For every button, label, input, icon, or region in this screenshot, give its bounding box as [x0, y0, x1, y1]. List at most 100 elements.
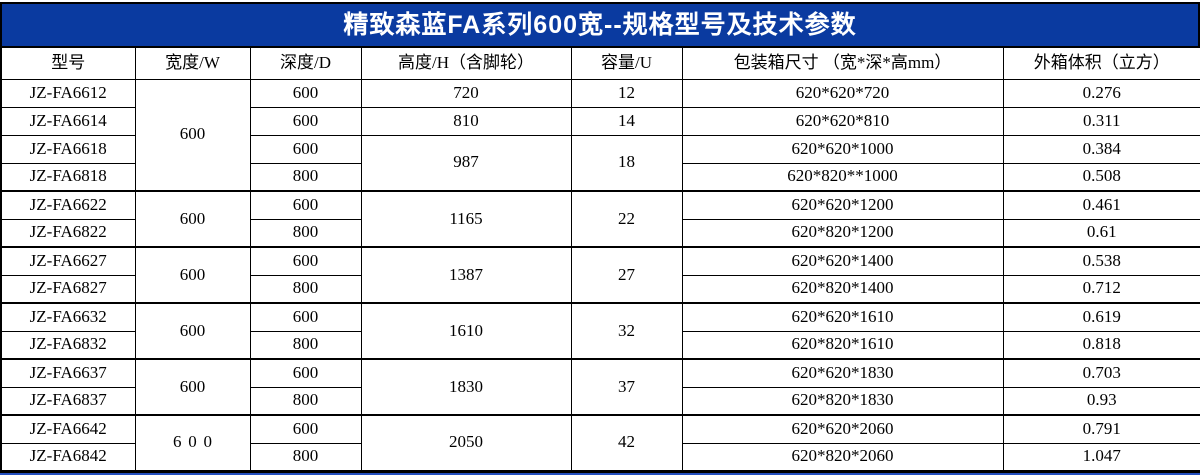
cell-model: JZ-FA6832	[0, 330, 136, 360]
cell-packing: 620*620*1610	[681, 302, 1004, 332]
cell-capacity: 14	[570, 106, 683, 136]
cell-depth: 600	[249, 78, 362, 108]
table-title-bar: 精致森蓝FA系列600宽--规格型号及技术参数	[0, 2, 1200, 46]
cell-height: 1610	[360, 302, 572, 360]
cell-depth: 600	[249, 302, 362, 332]
col-header-height: 高度/H（含脚轮）	[360, 46, 572, 80]
cell-height: 720	[360, 78, 572, 108]
cell-depth: 800	[249, 274, 362, 304]
cell-model: JZ-FA6822	[0, 218, 136, 248]
cell-capacity: 27	[570, 246, 683, 304]
cell-model: JZ-FA6632	[0, 302, 136, 332]
cell-capacity: 22	[570, 190, 683, 248]
cell-packing: 620*820*1200	[681, 218, 1004, 248]
cell-width: 600	[134, 78, 251, 192]
cell-height: 987	[360, 134, 572, 192]
cell-packing: 620*820*2060	[681, 442, 1004, 472]
cell-width: 600	[134, 414, 251, 472]
table-row: JZ-FA6822 800 620*820*1200 0.61	[0, 218, 1200, 248]
cell-capacity: 42	[570, 414, 683, 472]
col-header-depth: 深度/D	[249, 46, 362, 80]
cell-volume: 0.461	[1002, 190, 1200, 220]
cell-volume: 0.712	[1002, 274, 1200, 304]
cell-packing: 620*620*1200	[681, 190, 1004, 220]
cell-volume: 0.703	[1002, 358, 1200, 388]
cell-capacity: 12	[570, 78, 683, 108]
table-row: JZ-FA6837 800 620*820*1830 0.93	[0, 386, 1200, 416]
table-row: JZ-FA6832 800 620*820*1610 0.818	[0, 330, 1200, 360]
page-title: 精致森蓝FA系列600宽--规格型号及技术参数	[343, 10, 857, 39]
cell-volume: 0.384	[1002, 134, 1200, 164]
cell-depth: 600	[249, 246, 362, 276]
cell-model: JZ-FA6818	[0, 162, 136, 192]
cell-width: 600	[134, 246, 251, 304]
cell-volume: 0.791	[1002, 414, 1200, 444]
cell-height: 1830	[360, 358, 572, 416]
cell-model: JZ-FA6842	[0, 442, 136, 472]
cell-depth: 600	[249, 134, 362, 164]
table-row: JZ-FA6642 600 600 2050 42 620*620*2060 0…	[0, 414, 1200, 472]
col-header-model: 型号	[0, 46, 136, 80]
cell-capacity: 32	[570, 302, 683, 360]
cell-volume: 0.508	[1002, 162, 1200, 192]
table-row: JZ-FA6612 600 600 720 12 620*620*720 0.2…	[0, 78, 1200, 192]
col-header-width: 宽度/W	[134, 46, 251, 80]
cell-model: JZ-FA6614	[0, 106, 136, 136]
cell-volume: 0.311	[1002, 106, 1200, 136]
cell-height: 1165	[360, 190, 572, 248]
cell-depth: 800	[249, 162, 362, 192]
cell-width: 600	[134, 302, 251, 360]
col-header-capacity: 容量/U	[570, 46, 683, 80]
table-row: JZ-FA6622 600 600 1165 22 620*620*1200 0…	[0, 190, 1200, 248]
cell-width: 600	[134, 190, 251, 248]
cell-volume: 0.818	[1002, 330, 1200, 360]
header-row: 型号 宽度/W 深度/D 高度/H（含脚轮） 容量/U 包装箱尺寸 （宽*深*高…	[0, 46, 1200, 80]
cell-height: 810	[360, 106, 572, 136]
cell-height: 1387	[360, 246, 572, 304]
cell-model: JZ-FA6837	[0, 386, 136, 416]
table-row: JZ-FA6618 600 987 18 620*620*1000 0.384	[0, 134, 1200, 192]
cell-packing: 620*820*1400	[681, 274, 1004, 304]
table-row: JZ-FA6632 600 600 1610 32 620*620*1610 0…	[0, 302, 1200, 360]
cell-capacity: 18	[570, 134, 683, 192]
cell-volume: 0.619	[1002, 302, 1200, 332]
col-header-packing: 包装箱尺寸 （宽*深*高mm）	[681, 46, 1004, 80]
cell-packing: 620*820*1610	[681, 330, 1004, 360]
cell-model: JZ-FA6827	[0, 274, 136, 304]
table-row: JZ-FA6627 600 600 1387 27 620*620*1400 0…	[0, 246, 1200, 304]
cell-packing: 620*820**1000	[681, 162, 1004, 192]
cell-volume: 0.276	[1002, 78, 1200, 108]
cell-packing: 620*820*1830	[681, 386, 1004, 416]
cell-model: JZ-FA6622	[0, 190, 136, 220]
cell-depth: 800	[249, 218, 362, 248]
cell-depth: 600	[249, 106, 362, 136]
cell-depth: 600	[249, 414, 362, 444]
table-row: JZ-FA6842 800 620*820*2060 1.047	[0, 442, 1200, 472]
cell-depth: 600	[249, 190, 362, 220]
cell-packing: 620*620*1400	[681, 246, 1004, 276]
cell-packing: 620*620*1830	[681, 358, 1004, 388]
cell-depth: 800	[249, 330, 362, 360]
cell-model: JZ-FA6612	[0, 78, 136, 108]
cell-packing: 620*620*2060	[681, 414, 1004, 444]
cell-depth: 800	[249, 442, 362, 472]
cell-model: JZ-FA6642	[0, 414, 136, 444]
table-row: JZ-FA6614 600 810 14 620*620*810 0.311	[0, 106, 1200, 136]
cell-model: JZ-FA6618	[0, 134, 136, 164]
bottom-accent-line	[0, 472, 1200, 475]
cell-packing: 620*620*1000	[681, 134, 1004, 164]
cell-volume: 0.61	[1002, 218, 1200, 248]
table-row: JZ-FA6637 600 600 1830 37 620*620*1830 0…	[0, 358, 1200, 416]
cell-height: 2050	[360, 414, 572, 472]
spec-table: 型号 宽度/W 深度/D 高度/H（含脚轮） 容量/U 包装箱尺寸 （宽*深*高…	[0, 46, 1200, 473]
cell-model: JZ-FA6627	[0, 246, 136, 276]
cell-volume: 1.047	[1002, 442, 1200, 472]
cell-packing: 620*620*720	[681, 78, 1004, 108]
cell-volume: 0.538	[1002, 246, 1200, 276]
col-header-volume: 外箱体积（立方）	[1002, 46, 1200, 80]
cell-depth: 600	[249, 358, 362, 388]
cell-packing: 620*620*810	[681, 106, 1004, 136]
cell-depth: 800	[249, 386, 362, 416]
cell-width: 600	[134, 358, 251, 416]
